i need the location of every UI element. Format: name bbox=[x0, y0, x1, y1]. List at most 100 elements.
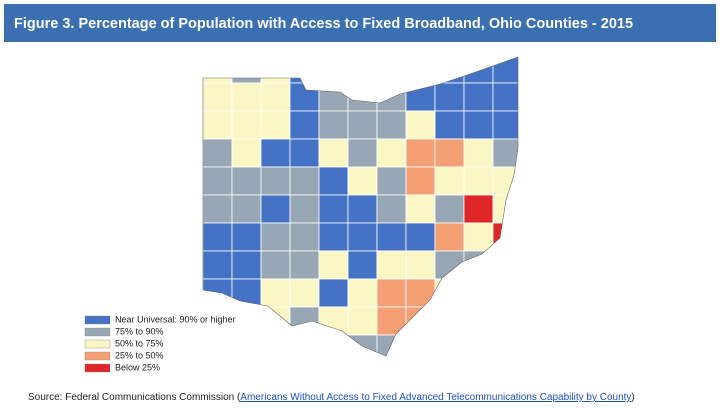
county bbox=[492, 306, 518, 336]
county bbox=[260, 194, 291, 224]
county bbox=[289, 194, 320, 224]
source-prefix: Source: Federal Communications Commissio… bbox=[28, 392, 241, 403]
county bbox=[463, 194, 494, 224]
county bbox=[347, 166, 378, 196]
county bbox=[492, 57, 518, 84]
county bbox=[318, 110, 349, 140]
county bbox=[318, 194, 349, 224]
legend: Near Universal: 90% or higher 75% to 90% 5… bbox=[84, 314, 236, 372]
county bbox=[347, 222, 378, 252]
county bbox=[376, 250, 407, 280]
county bbox=[492, 194, 518, 224]
county bbox=[318, 222, 349, 252]
county bbox=[318, 306, 349, 336]
county bbox=[405, 166, 436, 196]
county bbox=[434, 222, 465, 252]
legend-swatch bbox=[84, 315, 111, 325]
county bbox=[463, 82, 494, 112]
county bbox=[405, 222, 436, 252]
county bbox=[405, 250, 436, 280]
county bbox=[492, 82, 518, 112]
title-bar bbox=[4, 4, 716, 42]
county bbox=[405, 334, 436, 356]
legend-label: 75% to 90% bbox=[115, 326, 164, 336]
county bbox=[463, 110, 494, 140]
county bbox=[463, 166, 494, 196]
county bbox=[376, 57, 407, 84]
legend-label: Near Universal: 90% or higher bbox=[115, 314, 236, 324]
county bbox=[231, 334, 262, 356]
county bbox=[434, 250, 465, 280]
county bbox=[347, 82, 378, 112]
county bbox=[231, 250, 262, 280]
county bbox=[434, 306, 465, 336]
county bbox=[203, 110, 233, 140]
county bbox=[405, 306, 436, 336]
county bbox=[231, 57, 262, 84]
county bbox=[260, 222, 291, 252]
county bbox=[405, 138, 436, 168]
county bbox=[318, 278, 349, 308]
county bbox=[405, 194, 436, 224]
county bbox=[203, 57, 233, 84]
county bbox=[289, 278, 320, 308]
county bbox=[231, 166, 262, 196]
county bbox=[318, 138, 349, 168]
county bbox=[203, 138, 233, 168]
county bbox=[289, 110, 320, 140]
county bbox=[260, 250, 291, 280]
county bbox=[376, 222, 407, 252]
county bbox=[376, 278, 407, 308]
county bbox=[289, 57, 320, 84]
county bbox=[318, 250, 349, 280]
county bbox=[260, 110, 291, 140]
county bbox=[289, 250, 320, 280]
county bbox=[434, 138, 465, 168]
county bbox=[203, 194, 233, 224]
source-suffix: ) bbox=[631, 392, 634, 403]
county bbox=[231, 138, 262, 168]
county bbox=[347, 306, 378, 336]
legend-label: 25% to 50% bbox=[115, 350, 164, 360]
county bbox=[260, 166, 291, 196]
county bbox=[405, 82, 436, 112]
county bbox=[492, 166, 518, 196]
county bbox=[405, 278, 436, 308]
county bbox=[318, 82, 349, 112]
legend-swatch bbox=[84, 327, 111, 337]
county bbox=[347, 138, 378, 168]
county bbox=[492, 334, 518, 356]
county bbox=[260, 82, 291, 112]
county bbox=[289, 306, 320, 336]
county bbox=[463, 57, 494, 84]
county bbox=[289, 222, 320, 252]
legend-label: Below 25% bbox=[115, 362, 160, 372]
county bbox=[260, 57, 291, 84]
legend-label: 50% to 75% bbox=[115, 338, 164, 348]
county bbox=[203, 334, 233, 356]
county bbox=[434, 166, 465, 196]
county bbox=[434, 57, 465, 84]
county bbox=[492, 278, 518, 308]
county bbox=[203, 250, 233, 280]
county bbox=[376, 334, 407, 356]
county bbox=[376, 306, 407, 336]
county bbox=[347, 278, 378, 308]
legend-swatch bbox=[84, 351, 111, 361]
county bbox=[463, 334, 494, 356]
county bbox=[203, 278, 233, 308]
county bbox=[260, 334, 291, 356]
county bbox=[318, 334, 349, 356]
county bbox=[376, 82, 407, 112]
county bbox=[260, 138, 291, 168]
county bbox=[492, 222, 518, 252]
county bbox=[376, 194, 407, 224]
county bbox=[347, 250, 378, 280]
county bbox=[463, 278, 494, 308]
county bbox=[347, 57, 378, 84]
county bbox=[434, 110, 465, 140]
county bbox=[347, 194, 378, 224]
county bbox=[434, 194, 465, 224]
county bbox=[289, 166, 320, 196]
source-link[interactable]: Americans Without Access to Fixed Advanc… bbox=[240, 392, 631, 403]
